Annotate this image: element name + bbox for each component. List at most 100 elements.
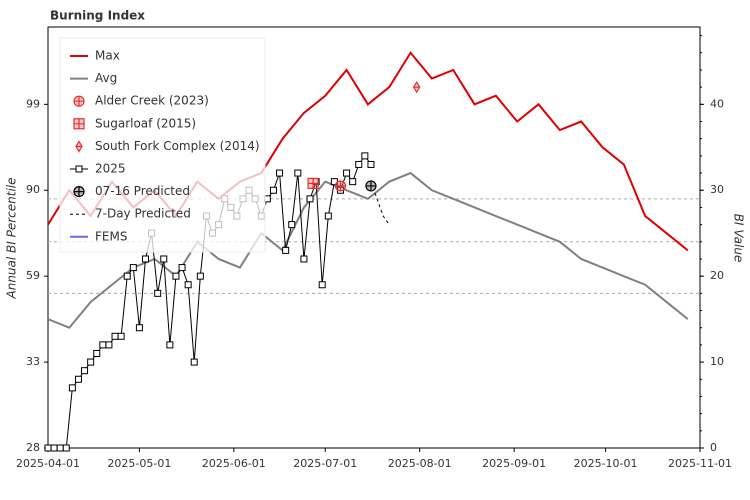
marker bbox=[50, 444, 58, 452]
marker-square bbox=[44, 444, 52, 452]
marker-square bbox=[81, 367, 89, 375]
marker bbox=[343, 169, 351, 177]
marker bbox=[196, 272, 204, 280]
y-tick-label: 99 bbox=[26, 97, 40, 110]
marker bbox=[365, 180, 377, 192]
marker-cross bbox=[365, 180, 376, 191]
marker bbox=[300, 255, 308, 263]
marker-square bbox=[282, 246, 290, 254]
legend-label: Alder Creek (2023) bbox=[95, 94, 209, 108]
marker-cross bbox=[74, 186, 84, 197]
marker bbox=[178, 264, 186, 272]
plot-frame bbox=[47, 26, 701, 449]
marker-square bbox=[343, 169, 351, 177]
y-tick-label: 33 bbox=[26, 355, 40, 368]
marker bbox=[111, 332, 119, 340]
y-axis-label: Annual BI Percentile bbox=[5, 177, 19, 299]
y2-tick-label: 10 bbox=[710, 355, 724, 368]
x-tick-label: 2025-04-01 bbox=[16, 457, 80, 470]
marker-cross bbox=[74, 96, 84, 107]
marker bbox=[307, 177, 319, 189]
x-tick-label: 2025-09-01 bbox=[482, 457, 546, 470]
marker-cross bbox=[74, 118, 84, 129]
marker bbox=[160, 255, 168, 263]
marker bbox=[99, 341, 107, 349]
marker bbox=[349, 178, 357, 186]
marker-square bbox=[190, 358, 198, 366]
legend-label: Max bbox=[95, 49, 120, 63]
marker-square bbox=[166, 341, 174, 349]
marker-square bbox=[184, 281, 192, 289]
marker-square bbox=[62, 444, 70, 452]
x-tick-label: 2025-08-01 bbox=[388, 457, 452, 470]
marker bbox=[294, 169, 302, 177]
marker bbox=[75, 140, 83, 153]
marker-square bbox=[93, 349, 101, 357]
marker bbox=[306, 195, 314, 203]
x-tick-label: 2025-10-01 bbox=[574, 457, 638, 470]
legend-label: FEMS bbox=[95, 229, 127, 243]
marker bbox=[367, 160, 375, 168]
marker-square bbox=[196, 272, 204, 280]
legend-box bbox=[59, 37, 266, 253]
marker-square bbox=[276, 169, 284, 177]
marker bbox=[154, 289, 162, 297]
legend-label: Sugarloaf (2015) bbox=[95, 116, 196, 130]
legend-label: 07-16 Predicted bbox=[95, 184, 190, 198]
marker bbox=[282, 246, 290, 254]
marker-square bbox=[160, 255, 168, 263]
marker-square bbox=[367, 160, 375, 168]
marker-cross bbox=[308, 178, 319, 189]
x-tick-label: 2025-11-01 bbox=[668, 457, 732, 470]
legend-label: South Fork Complex (2014) bbox=[95, 139, 260, 153]
marker bbox=[87, 358, 95, 366]
marker bbox=[117, 332, 125, 340]
marker bbox=[73, 186, 85, 198]
marker bbox=[75, 165, 83, 173]
y2-tick-label: 0 bbox=[710, 441, 717, 454]
marker bbox=[62, 444, 70, 452]
marker bbox=[68, 384, 76, 392]
marker bbox=[74, 375, 82, 383]
marker bbox=[184, 281, 192, 289]
marker bbox=[318, 281, 326, 289]
marker bbox=[129, 264, 137, 272]
marker-square bbox=[361, 152, 369, 160]
x-tick-label: 2025-05-01 bbox=[107, 457, 171, 470]
marker-cross bbox=[335, 180, 346, 191]
y-tick-label: 28 bbox=[26, 441, 40, 454]
marker bbox=[73, 118, 85, 130]
marker bbox=[81, 367, 89, 375]
marker bbox=[269, 186, 277, 194]
marker bbox=[190, 358, 198, 366]
legend-label: 7-Day Predicted bbox=[95, 207, 191, 221]
marker-square bbox=[117, 332, 125, 340]
marker-square bbox=[324, 212, 332, 220]
x-tick-label: 2025-06-01 bbox=[202, 457, 266, 470]
marker bbox=[355, 160, 363, 168]
marker-square bbox=[105, 341, 113, 349]
y-tick-label: 90 bbox=[26, 183, 40, 196]
marker-square bbox=[99, 341, 107, 349]
marker-square bbox=[50, 444, 58, 452]
legend-label: Avg bbox=[95, 71, 117, 85]
marker bbox=[172, 272, 180, 280]
marker bbox=[334, 180, 347, 192]
marker bbox=[361, 152, 369, 160]
marker bbox=[135, 324, 143, 332]
marker bbox=[324, 212, 332, 220]
marker-square bbox=[294, 169, 302, 177]
marker bbox=[288, 221, 296, 229]
marker-square bbox=[74, 375, 82, 383]
marker-square bbox=[56, 444, 64, 452]
marker bbox=[73, 95, 85, 107]
marker bbox=[276, 169, 284, 177]
y-tick-label: 59 bbox=[26, 269, 40, 282]
marker-square bbox=[300, 255, 308, 263]
marker bbox=[123, 272, 131, 280]
y2-tick-label: 30 bbox=[710, 183, 724, 196]
x-tick-label: 2025-07-01 bbox=[293, 457, 357, 470]
marker bbox=[56, 444, 64, 452]
legend: Max Avg Alder Creek (2023) Sugarloaf (2015)… bbox=[59, 37, 266, 253]
